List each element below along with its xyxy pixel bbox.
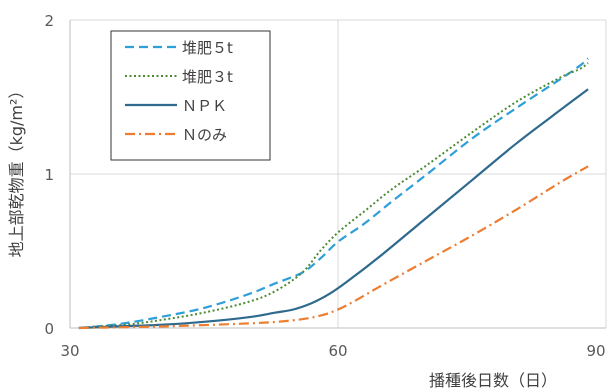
x-tick-label: 60 [328,342,347,360]
legend-label: 堆肥３t [182,68,233,86]
legend-label: 堆肥５t [182,39,233,57]
legend: 堆肥５t 堆肥３t ＮＰＫ Ｎのみ [110,30,271,161]
series-line-npk [78,88,589,330]
x-tick-label: 30 [60,342,79,360]
series-line-n-only [78,165,589,330]
legend-box [110,30,271,161]
y-axis-title: 地上部乾物重（kg/m²） [7,83,26,258]
y-tick-label: 0 [44,320,54,338]
series-line-compost-3t [78,62,589,329]
legend-label: Ｎのみ [182,126,227,144]
x-tick-label: 90 [586,342,605,360]
grid-lines [70,19,607,328]
series-layer [78,57,589,330]
y-tick-label: 1 [44,166,54,184]
x-axis-title: 播種後日数（日） [429,371,557,390]
y-tick-label: 2 [44,12,54,30]
plot-axes [69,20,606,329]
series-line-compost-5t [78,57,589,330]
legend-label: ＮＰＫ [182,97,227,115]
